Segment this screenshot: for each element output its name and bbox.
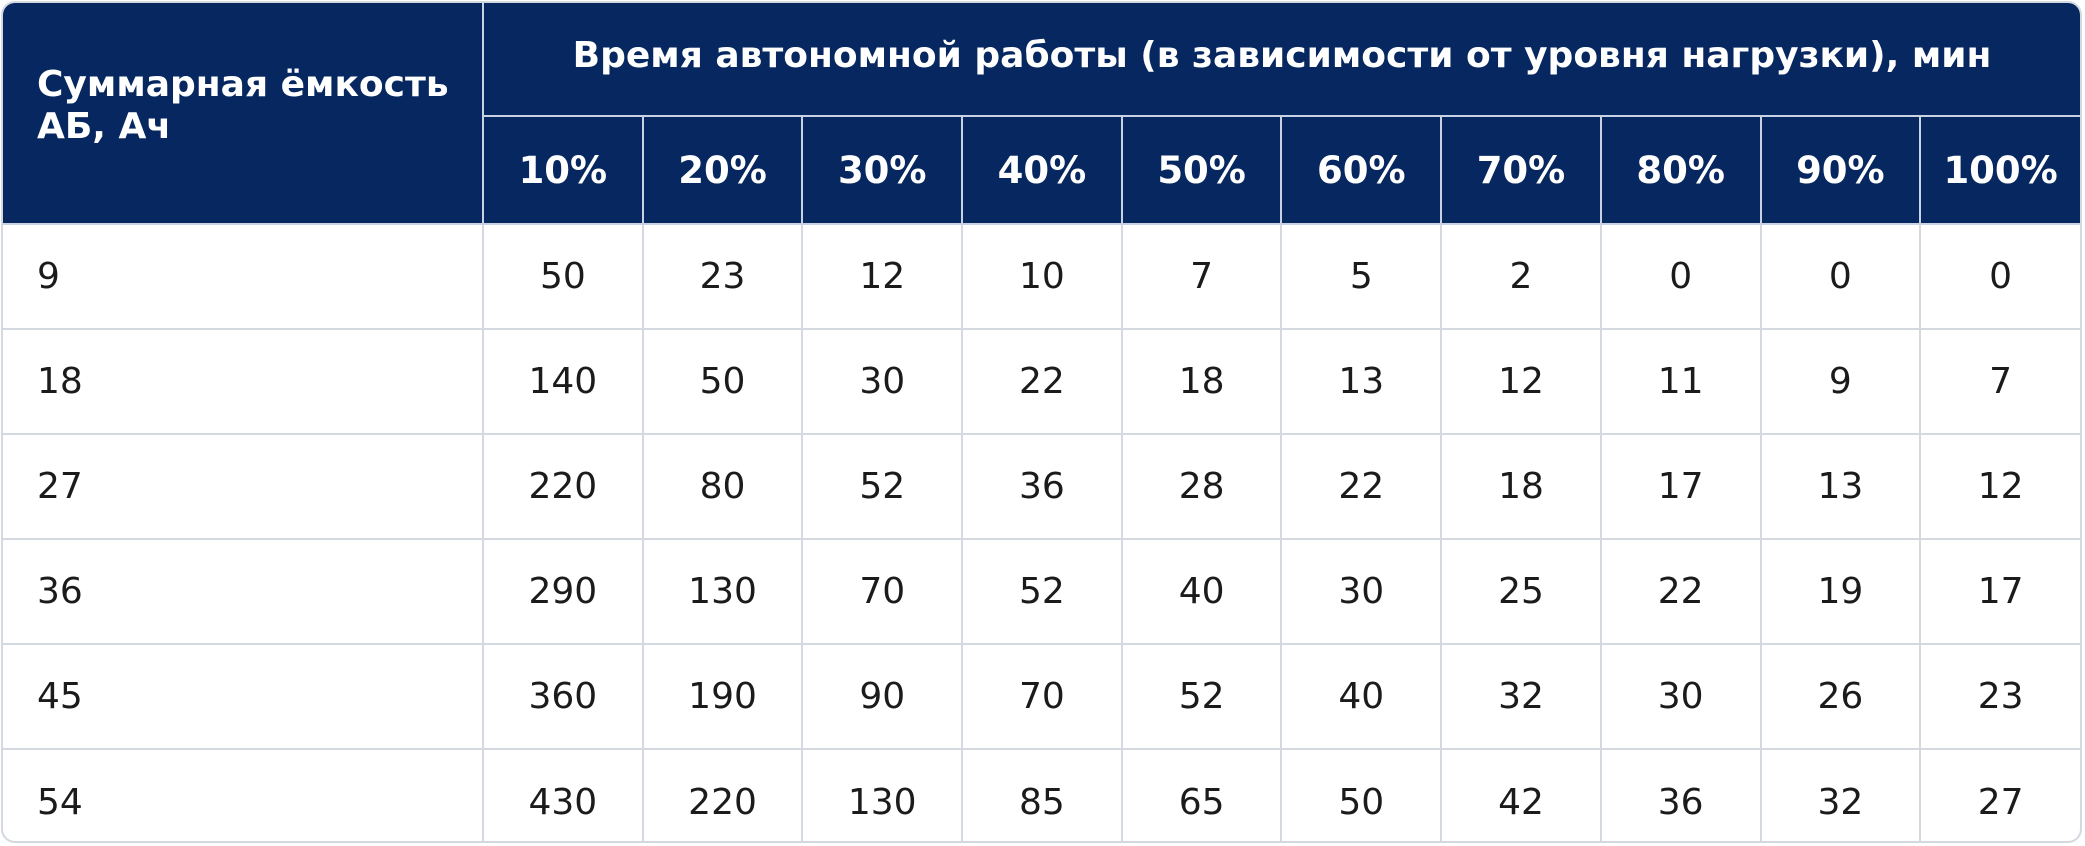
runtime-cell: 0 [1599,223,1762,330]
runtime-cell: 140 [482,328,644,435]
runtime-cell: 2 [1440,223,1602,330]
runtime-cell: 36 [1599,748,1762,841]
runtime-cell: 430 [482,748,644,841]
load-level-header: 40% [961,115,1123,225]
runtime-group-header: Время автономной работы (в зависимости о… [482,3,2080,117]
capacity-cell: 54 [3,748,484,841]
runtime-cell: 19 [1759,538,1922,645]
runtime-cell: 13 [1759,433,1922,540]
runtime-cell: 52 [961,538,1123,645]
runtime-cell: 23 [641,223,804,330]
capacity-cell: 36 [3,538,484,645]
table-body: 9 50 23 12 10 7 5 2 0 0 0 18 140 50 30 22 18 13 12 11 9 7 27 22… [3,223,2080,841]
runtime-cell: 220 [482,433,644,540]
runtime-cell: 17 [1599,433,1762,540]
runtime-cell: 70 [801,538,964,645]
runtime-cell: 7 [1120,223,1283,330]
table-row: 27 220 80 52 36 28 22 18 17 13 12 [3,433,2080,540]
runtime-cell: 52 [1120,643,1283,750]
runtime-cell: 0 [1919,223,2080,330]
load-level-header: 90% [1759,115,1922,225]
runtime-cell: 32 [1440,643,1602,750]
runtime-cell: 22 [1599,538,1762,645]
runtime-cell: 80 [641,433,804,540]
runtime-cell: 9 [1759,328,1922,435]
runtime-cell: 70 [961,643,1123,750]
runtime-cell: 40 [1120,538,1283,645]
load-level-header: 30% [801,115,964,225]
runtime-cell: 10 [961,223,1123,330]
load-level-header: 100% [1919,115,2080,225]
runtime-cell: 220 [641,748,804,841]
runtime-cell: 0 [1759,223,1922,330]
runtime-cell: 90 [801,643,964,750]
table-row: 36 290 130 70 52 40 30 25 22 19 17 [3,538,2080,645]
runtime-cell: 50 [641,328,804,435]
runtime-cell: 12 [801,223,964,330]
runtime-cell: 65 [1120,748,1283,841]
runtime-cell: 360 [482,643,644,750]
battery-runtime-table: Суммарная ёмкость АБ, Ач Время автономно… [3,3,2080,841]
runtime-cell: 22 [961,328,1123,435]
runtime-cell: 32 [1759,748,1922,841]
runtime-cell: 85 [961,748,1123,841]
runtime-cell: 50 [482,223,644,330]
runtime-cell: 13 [1280,328,1443,435]
runtime-cell: 40 [1280,643,1443,750]
runtime-cell: 30 [1599,643,1762,750]
runtime-cell: 18 [1120,328,1283,435]
capacity-column-header: Суммарная ёмкость АБ, Ач [3,3,484,225]
header-row-group: Суммарная ёмкость АБ, Ач Время автономно… [3,3,2080,225]
runtime-cell: 130 [801,748,964,841]
runtime-cell: 5 [1280,223,1443,330]
capacity-cell: 45 [3,643,484,750]
capacity-cell: 18 [3,328,484,435]
capacity-cell: 9 [3,223,484,330]
runtime-cell: 27 [1919,748,2080,841]
runtime-cell: 130 [641,538,804,645]
load-level-header: 10% [482,115,644,225]
runtime-cell: 11 [1599,328,1762,435]
runtime-cell: 42 [1440,748,1602,841]
table-row: 45 360 190 90 70 52 40 32 30 26 23 [3,643,2080,750]
runtime-cell: 52 [801,433,964,540]
runtime-cell: 30 [801,328,964,435]
runtime-cell: 7 [1919,328,2080,435]
header-row-load-levels: 10% 20% 30% 40% 50% 60% 70% 80% 90% 100% [3,115,2080,225]
runtime-cell: 190 [641,643,804,750]
runtime-cell: 50 [1280,748,1443,841]
runtime-cell: 12 [1919,433,2080,540]
load-level-header: 70% [1440,115,1602,225]
table-row: 9 50 23 12 10 7 5 2 0 0 0 [3,223,2080,330]
load-level-header: 80% [1599,115,1762,225]
load-level-header: 60% [1280,115,1443,225]
table-row: 54 430 220 130 85 65 50 42 36 32 27 [3,748,2080,841]
table-row: 18 140 50 30 22 18 13 12 11 9 7 [3,328,2080,435]
runtime-cell: 18 [1440,433,1602,540]
runtime-cell: 36 [961,433,1123,540]
runtime-cell: 28 [1120,433,1283,540]
runtime-cell: 26 [1759,643,1922,750]
runtime-cell: 17 [1919,538,2080,645]
runtime-cell: 25 [1440,538,1602,645]
load-level-header: 50% [1120,115,1283,225]
runtime-cell: 30 [1280,538,1443,645]
load-level-header: 20% [641,115,804,225]
runtime-cell: 290 [482,538,644,645]
capacity-cell: 27 [3,433,484,540]
runtime-cell: 12 [1440,328,1602,435]
runtime-cell: 23 [1919,643,2080,750]
runtime-cell: 22 [1280,433,1443,540]
